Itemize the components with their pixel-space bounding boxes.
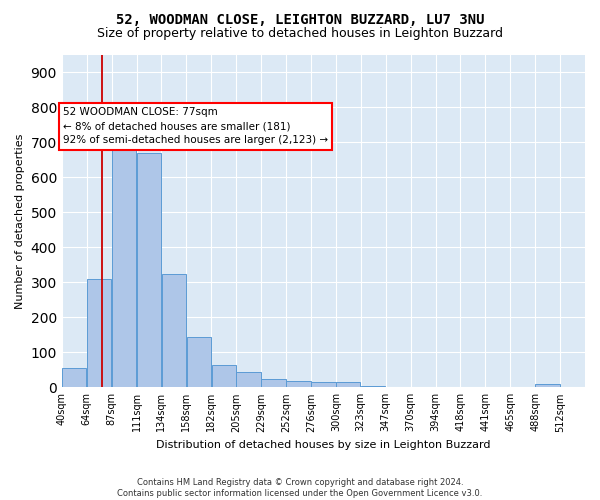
Bar xyxy=(262,378,286,388)
Text: 52 WOODMAN CLOSE: 77sqm
← 8% of detached houses are smaller (181)
92% of semi-de: 52 WOODMAN CLOSE: 77sqm ← 8% of detached… xyxy=(63,108,328,146)
Bar xyxy=(162,274,186,388)
Bar xyxy=(112,148,136,388)
Y-axis label: Number of detached properties: Number of detached properties xyxy=(15,134,25,309)
Text: 52, WOODMAN CLOSE, LEIGHTON BUZZARD, LU7 3NU: 52, WOODMAN CLOSE, LEIGHTON BUZZARD, LU7… xyxy=(116,12,484,26)
Bar xyxy=(311,382,335,388)
Bar xyxy=(286,381,311,388)
Bar xyxy=(212,364,236,388)
Bar xyxy=(336,382,361,388)
Bar xyxy=(137,153,161,388)
Bar xyxy=(535,384,560,388)
Text: Size of property relative to detached houses in Leighton Buzzard: Size of property relative to detached ho… xyxy=(97,28,503,40)
Bar xyxy=(187,336,211,388)
X-axis label: Distribution of detached houses by size in Leighton Buzzard: Distribution of detached houses by size … xyxy=(156,440,491,450)
Bar xyxy=(236,372,261,388)
Bar xyxy=(62,368,86,388)
Text: Contains HM Land Registry data © Crown copyright and database right 2024.
Contai: Contains HM Land Registry data © Crown c… xyxy=(118,478,482,498)
Bar xyxy=(361,386,385,388)
Bar xyxy=(87,279,112,388)
